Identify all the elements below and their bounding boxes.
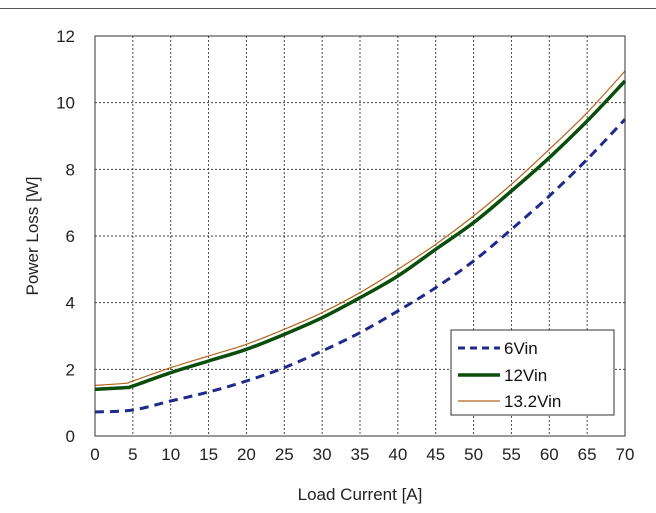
- series-line-12vin: [94, 79, 627, 392]
- series-lines: [94, 70, 627, 414]
- x-tick-labels: 0 5 10 15 20 25 30 35 40 45 50 55 60 65 70: [90, 445, 634, 464]
- x-tick-label: 40: [388, 445, 407, 464]
- x-tick-label: 15: [199, 445, 218, 464]
- y-axis-title: Power Loss [W]: [23, 176, 42, 295]
- x-tick-label: 60: [540, 445, 559, 464]
- x-tick-label: 10: [161, 445, 180, 464]
- series-line-13-2vin: [94, 70, 626, 386]
- y-tick-label: 12: [56, 27, 75, 46]
- x-tick-label: 55: [502, 445, 521, 464]
- plot-frame: [94, 35, 626, 437]
- x-tick-label: 50: [464, 445, 483, 464]
- x-tick-label: 5: [128, 445, 137, 464]
- x-tick-label: 20: [237, 445, 256, 464]
- x-tick-label: 25: [275, 445, 294, 464]
- x-tick-label: 70: [616, 445, 635, 464]
- x-axis-title: Load Current [A]: [298, 485, 423, 504]
- x-tick-label: 30: [313, 445, 332, 464]
- legend: 6Vin 12Vin 13.2Vin: [450, 329, 615, 416]
- y-tick-labels: 0 2 4 6 8 10 12: [56, 27, 75, 446]
- x-tick-label: 0: [90, 445, 99, 464]
- y-tick-label: 10: [56, 94, 75, 113]
- series-line-6vin: [94, 118, 627, 414]
- legend-label-12vin: 12Vin: [504, 366, 547, 385]
- y-tick-label: 2: [66, 360, 75, 379]
- y-tick-label: 6: [66, 227, 75, 246]
- x-tick-label: 65: [578, 445, 597, 464]
- x-tick-label: 35: [351, 445, 370, 464]
- y-tick-label: 0: [66, 427, 75, 446]
- legend-label-13-2vin: 13.2Vin: [504, 392, 561, 411]
- top-rule: [0, 8, 656, 9]
- y-tick-label: 4: [66, 294, 75, 313]
- legend-label-6vin: 6Vin: [504, 339, 538, 358]
- x-tick-label: 45: [426, 445, 445, 464]
- y-tick-label: 8: [66, 160, 75, 179]
